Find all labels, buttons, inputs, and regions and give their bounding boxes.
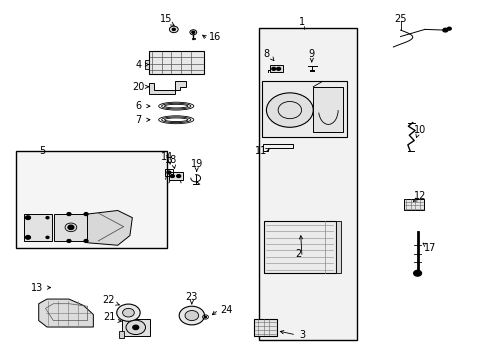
Circle shape	[204, 316, 206, 318]
Bar	[168, 172, 182, 180]
Circle shape	[126, 320, 145, 334]
Text: 24: 24	[219, 305, 232, 315]
Bar	[264, 221, 335, 273]
Bar	[122, 319, 150, 336]
Text: 1: 1	[298, 17, 305, 27]
Circle shape	[276, 67, 280, 70]
Circle shape	[67, 213, 71, 216]
Circle shape	[166, 171, 170, 174]
Circle shape	[133, 325, 139, 329]
Text: 25: 25	[393, 14, 406, 24]
Text: 8: 8	[264, 49, 269, 59]
Bar	[404, 199, 423, 211]
Circle shape	[172, 28, 175, 31]
Bar	[261, 81, 346, 137]
Text: 19: 19	[190, 159, 203, 169]
Circle shape	[170, 175, 174, 177]
Polygon shape	[149, 81, 185, 94]
Circle shape	[46, 217, 49, 219]
Text: 9: 9	[308, 49, 314, 59]
Circle shape	[84, 213, 88, 216]
Text: 23: 23	[185, 292, 198, 302]
Circle shape	[117, 304, 140, 321]
Polygon shape	[87, 211, 132, 245]
Text: 14: 14	[161, 152, 173, 162]
Bar	[149, 51, 203, 74]
Bar	[164, 168, 173, 176]
Circle shape	[191, 31, 194, 33]
Circle shape	[122, 309, 134, 317]
Circle shape	[271, 67, 275, 70]
Bar	[313, 87, 343, 132]
Text: 18: 18	[165, 155, 177, 165]
Bar	[54, 214, 87, 241]
Circle shape	[25, 216, 30, 220]
Bar	[144, 60, 149, 69]
Circle shape	[169, 26, 178, 33]
Text: 2: 2	[294, 248, 301, 258]
Text: 15: 15	[160, 14, 172, 24]
Circle shape	[179, 306, 204, 325]
Bar	[119, 330, 123, 338]
Circle shape	[84, 239, 88, 242]
Text: 4: 4	[135, 59, 141, 69]
Bar	[259, 28, 356, 339]
Circle shape	[442, 28, 447, 32]
Text: 17: 17	[423, 243, 435, 253]
Circle shape	[413, 270, 421, 276]
Text: 7: 7	[135, 115, 141, 125]
Bar	[254, 319, 276, 336]
Circle shape	[184, 311, 198, 320]
Text: 16: 16	[209, 32, 221, 42]
Circle shape	[25, 235, 30, 239]
Text: 22: 22	[102, 295, 115, 305]
Text: 12: 12	[413, 191, 426, 201]
Circle shape	[176, 175, 180, 177]
Bar	[24, 214, 52, 241]
Text: 13: 13	[31, 283, 43, 293]
Bar	[16, 151, 167, 248]
Text: 5: 5	[39, 146, 45, 156]
Circle shape	[67, 239, 71, 242]
Circle shape	[266, 93, 313, 127]
Text: 10: 10	[413, 125, 426, 135]
Circle shape	[46, 236, 49, 238]
Circle shape	[447, 27, 450, 30]
Polygon shape	[39, 299, 93, 327]
Text: 20: 20	[132, 82, 144, 92]
Bar	[270, 65, 282, 72]
Text: 3: 3	[298, 330, 305, 340]
Text: 6: 6	[135, 101, 141, 111]
Bar	[335, 221, 340, 273]
Text: 21: 21	[102, 312, 115, 322]
Text: 11: 11	[255, 146, 267, 156]
Circle shape	[68, 225, 74, 229]
